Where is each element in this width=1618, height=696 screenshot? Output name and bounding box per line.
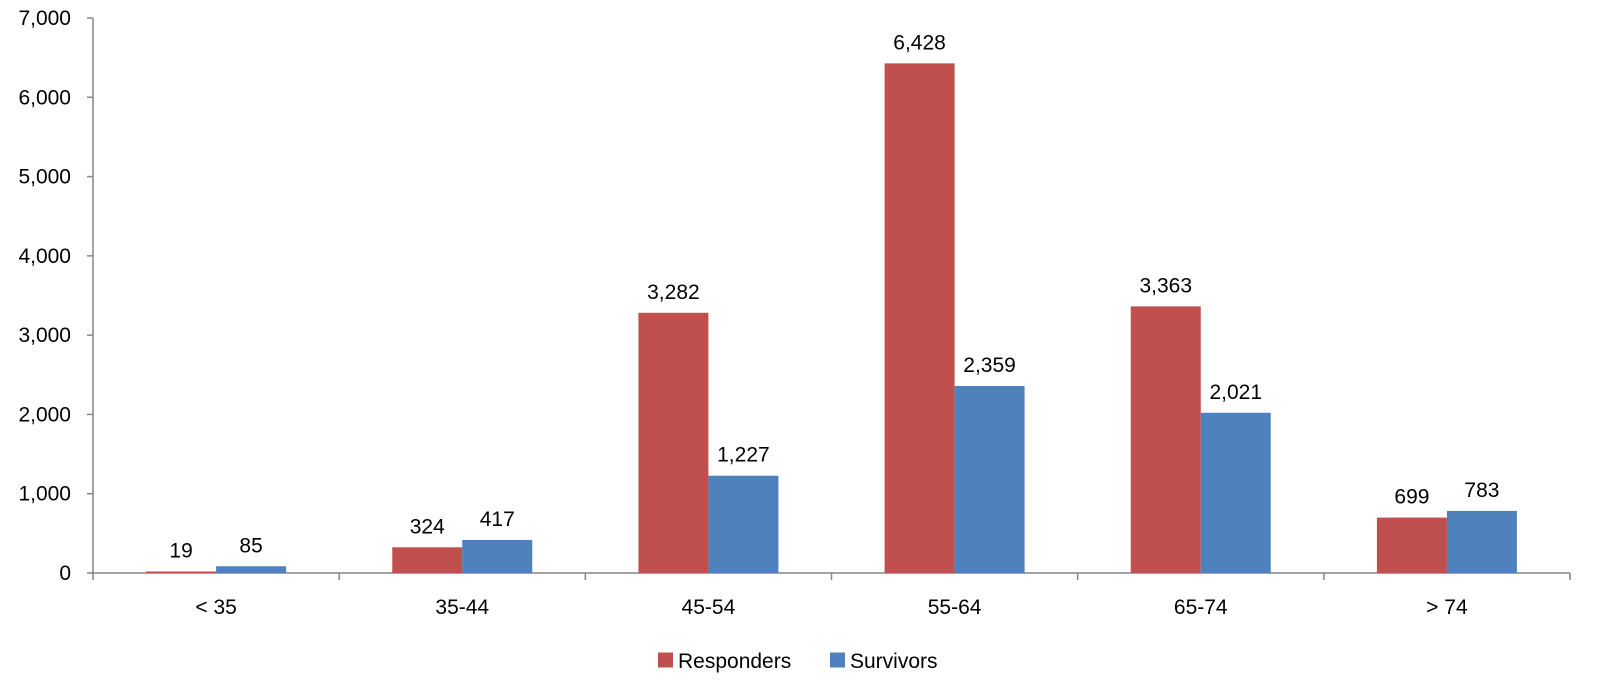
bar-responders <box>146 571 217 573</box>
x-tick-label: 35-44 <box>435 596 489 619</box>
y-tick-label: 0 <box>59 562 71 585</box>
data-label-responders: 6,428 <box>893 31 946 54</box>
data-label-responders: 699 <box>1394 486 1429 509</box>
data-label-survivors: 2,359 <box>963 354 1016 377</box>
chart-bars <box>146 63 1517 573</box>
data-label-survivors: 2,021 <box>1209 381 1262 404</box>
x-tick-label: 55-64 <box>928 596 982 619</box>
bar-survivors <box>954 385 1025 573</box>
x-tick-label: 65-74 <box>1174 596 1228 619</box>
y-tick-label: 1,000 <box>18 483 71 506</box>
data-label-responders: 19 <box>169 539 192 562</box>
bar-survivors <box>462 539 533 573</box>
legend-label-survivors: Survivors <box>850 650 938 673</box>
data-label-survivors: 783 <box>1464 479 1499 502</box>
bar-survivors <box>708 475 779 573</box>
bar-responders <box>1130 306 1201 573</box>
bar-survivors <box>216 566 287 573</box>
data-label-responders: 3,282 <box>647 281 700 304</box>
data-label-responders: 3,363 <box>1139 274 1192 297</box>
y-tick-label: 2,000 <box>18 403 71 426</box>
legend-swatch-survivors <box>830 652 845 668</box>
chart-data-labels: 19 85 324 417 3,282 1,227 6,428 2,359 3,363 2,021… <box>169 31 1499 562</box>
y-tick-label: 5,000 <box>18 166 71 189</box>
bar-responders <box>1376 517 1447 573</box>
x-tick-label: > 74 <box>1426 596 1468 619</box>
y-tick-label: 4,000 <box>18 245 71 268</box>
x-tick-label: 45-54 <box>682 596 736 619</box>
bar-survivors <box>1200 412 1271 573</box>
bar-responders <box>638 312 709 573</box>
bar-responders <box>392 547 463 573</box>
data-label-survivors: 417 <box>480 508 515 531</box>
legend-swatch-responders <box>658 652 673 668</box>
bar-responders <box>884 63 955 573</box>
data-label-survivors: 85 <box>239 534 262 557</box>
y-tick-label: 7,000 <box>18 7 71 30</box>
chart-axes: 0 1,000 2,000 3,000 4,000 5,000 6,000 7,000 < 35… <box>18 7 1571 619</box>
x-tick-label: < 35 <box>195 596 236 619</box>
data-label-survivors: 1,227 <box>717 444 770 467</box>
bar-survivors <box>1446 510 1517 573</box>
y-tick-label: 3,000 <box>18 324 71 347</box>
legend-label-responders: Responders <box>678 650 791 673</box>
y-tick-label: 6,000 <box>18 86 71 109</box>
data-label-responders: 324 <box>410 515 445 538</box>
chart-legend: Responders Survivors <box>658 650 938 673</box>
